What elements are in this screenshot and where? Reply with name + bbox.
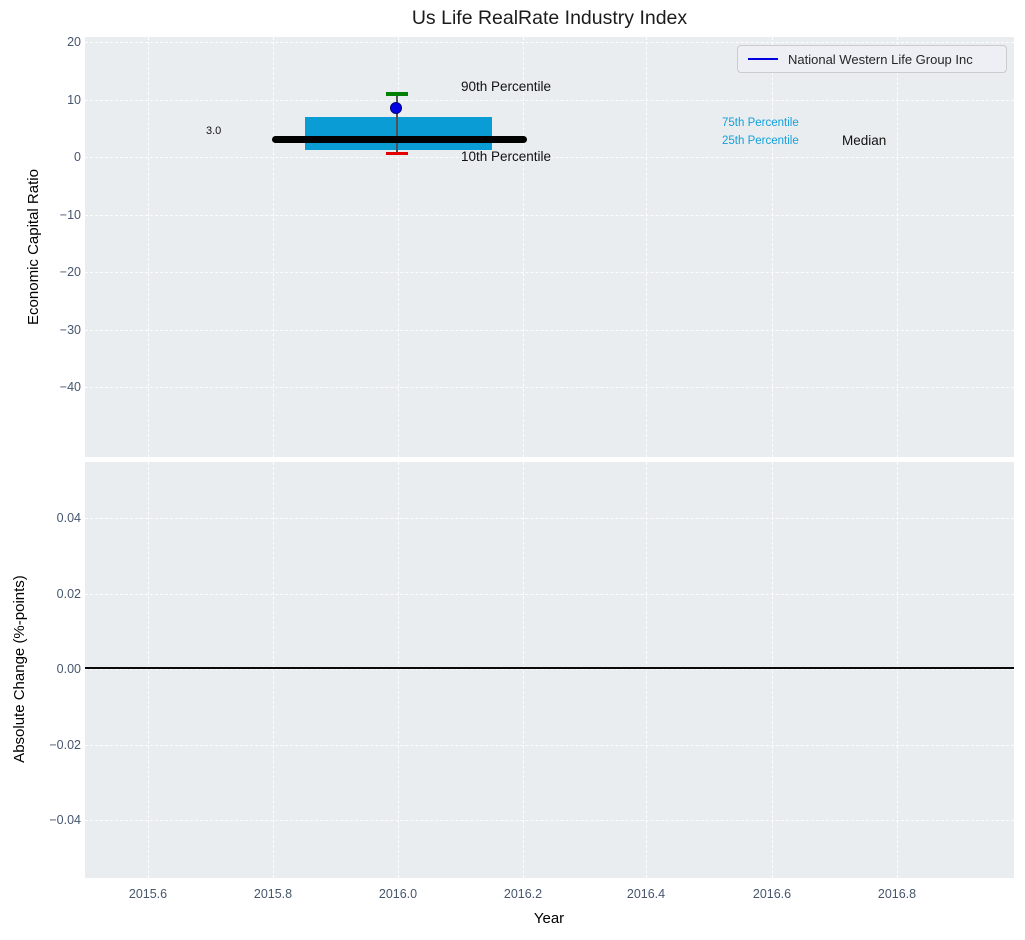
y-tick-label: −0.02 [49,737,81,752]
median-value-annotation: 3.0 [206,125,222,137]
x-tick-label: 2016.0 [378,887,418,901]
p90-annotation: 90th Percentile [461,79,552,94]
p75-annotation: 75th Percentile [722,117,799,129]
gridline-horizontal [85,99,1014,101]
p10-annotation: 10th Percentile [461,149,552,164]
gridline-vertical [148,37,149,457]
gridline-horizontal [85,214,1014,216]
y-tick-label: −10 [59,207,81,222]
gridline-horizontal [85,42,1014,43]
y-tick-label: 10 [67,92,81,107]
bottom-y-axis-label: Absolute Change (%-points) [11,575,28,763]
x-tick-label: 2016.4 [626,887,666,901]
gridline-horizontal [85,157,1014,158]
y-tick-label: 0.04 [56,511,81,525]
top-y-axis-label: Economic Capital Ratio [25,169,42,325]
y-tick-label: 0.02 [56,586,81,601]
zero-baseline [85,667,1014,669]
y-tick-label: −30 [59,322,81,337]
gridline-horizontal [85,593,1014,595]
p25-annotation: 25th Percentile [722,135,799,147]
p90-cap [386,92,408,96]
gridline-vertical [398,462,399,878]
y-tick-label: 0.00 [56,662,81,676]
x-tick-label: 2016.8 [877,887,917,901]
gridline-vertical [897,37,898,457]
gridline-horizontal [85,518,1014,519]
percentile-whisker-line [396,94,398,153]
x-tick-label: 2016.6 [752,887,792,901]
y-tick-label: 20 [67,35,81,49]
y-tick-label: −20 [59,265,81,279]
industry-iqr-box [305,117,492,150]
median-line [272,136,527,143]
gridline-horizontal [85,387,1014,388]
x-tick-label: 2016.2 [503,887,543,901]
gridline-vertical [148,462,149,878]
gridline-vertical [772,462,773,878]
legend-entry-label: National Western Life Group Inc [788,51,973,67]
y-tick-label: −0.04 [49,813,81,827]
x-axis-label: Year [533,910,565,927]
gridline-vertical [897,462,898,878]
median-annotation: Median [842,133,887,148]
gridline-horizontal [85,820,1014,821]
gridline-horizontal [85,669,1014,670]
gridline-horizontal [85,329,1014,331]
bottom-plot-area [85,462,1014,878]
gridline-horizontal [85,272,1014,273]
x-tick-label: 2015.8 [253,887,293,901]
y-tick-label: −40 [59,380,81,394]
gridline-vertical [772,37,773,457]
company-marker-dot [390,102,402,114]
x-tick-label: 2015.6 [128,887,168,901]
legend: National Western Life Group Inc [737,45,1007,73]
gridline-horizontal [85,744,1014,746]
gridline-vertical [398,37,399,457]
gridline-vertical [646,462,647,878]
top-plot-area: 90th Percentile 10th Percentile 75th Per… [85,37,1014,457]
y-tick-label: 0 [74,150,81,164]
gridline-vertical [523,37,524,457]
gridline-vertical [273,462,274,878]
gridline-vertical [273,37,274,457]
chart-title: Us Life RealRate Industry Index [411,7,688,29]
gridline-vertical [646,37,647,457]
legend-line-icon [748,57,778,61]
p10-cap [386,151,408,155]
gridline-vertical [523,462,524,878]
